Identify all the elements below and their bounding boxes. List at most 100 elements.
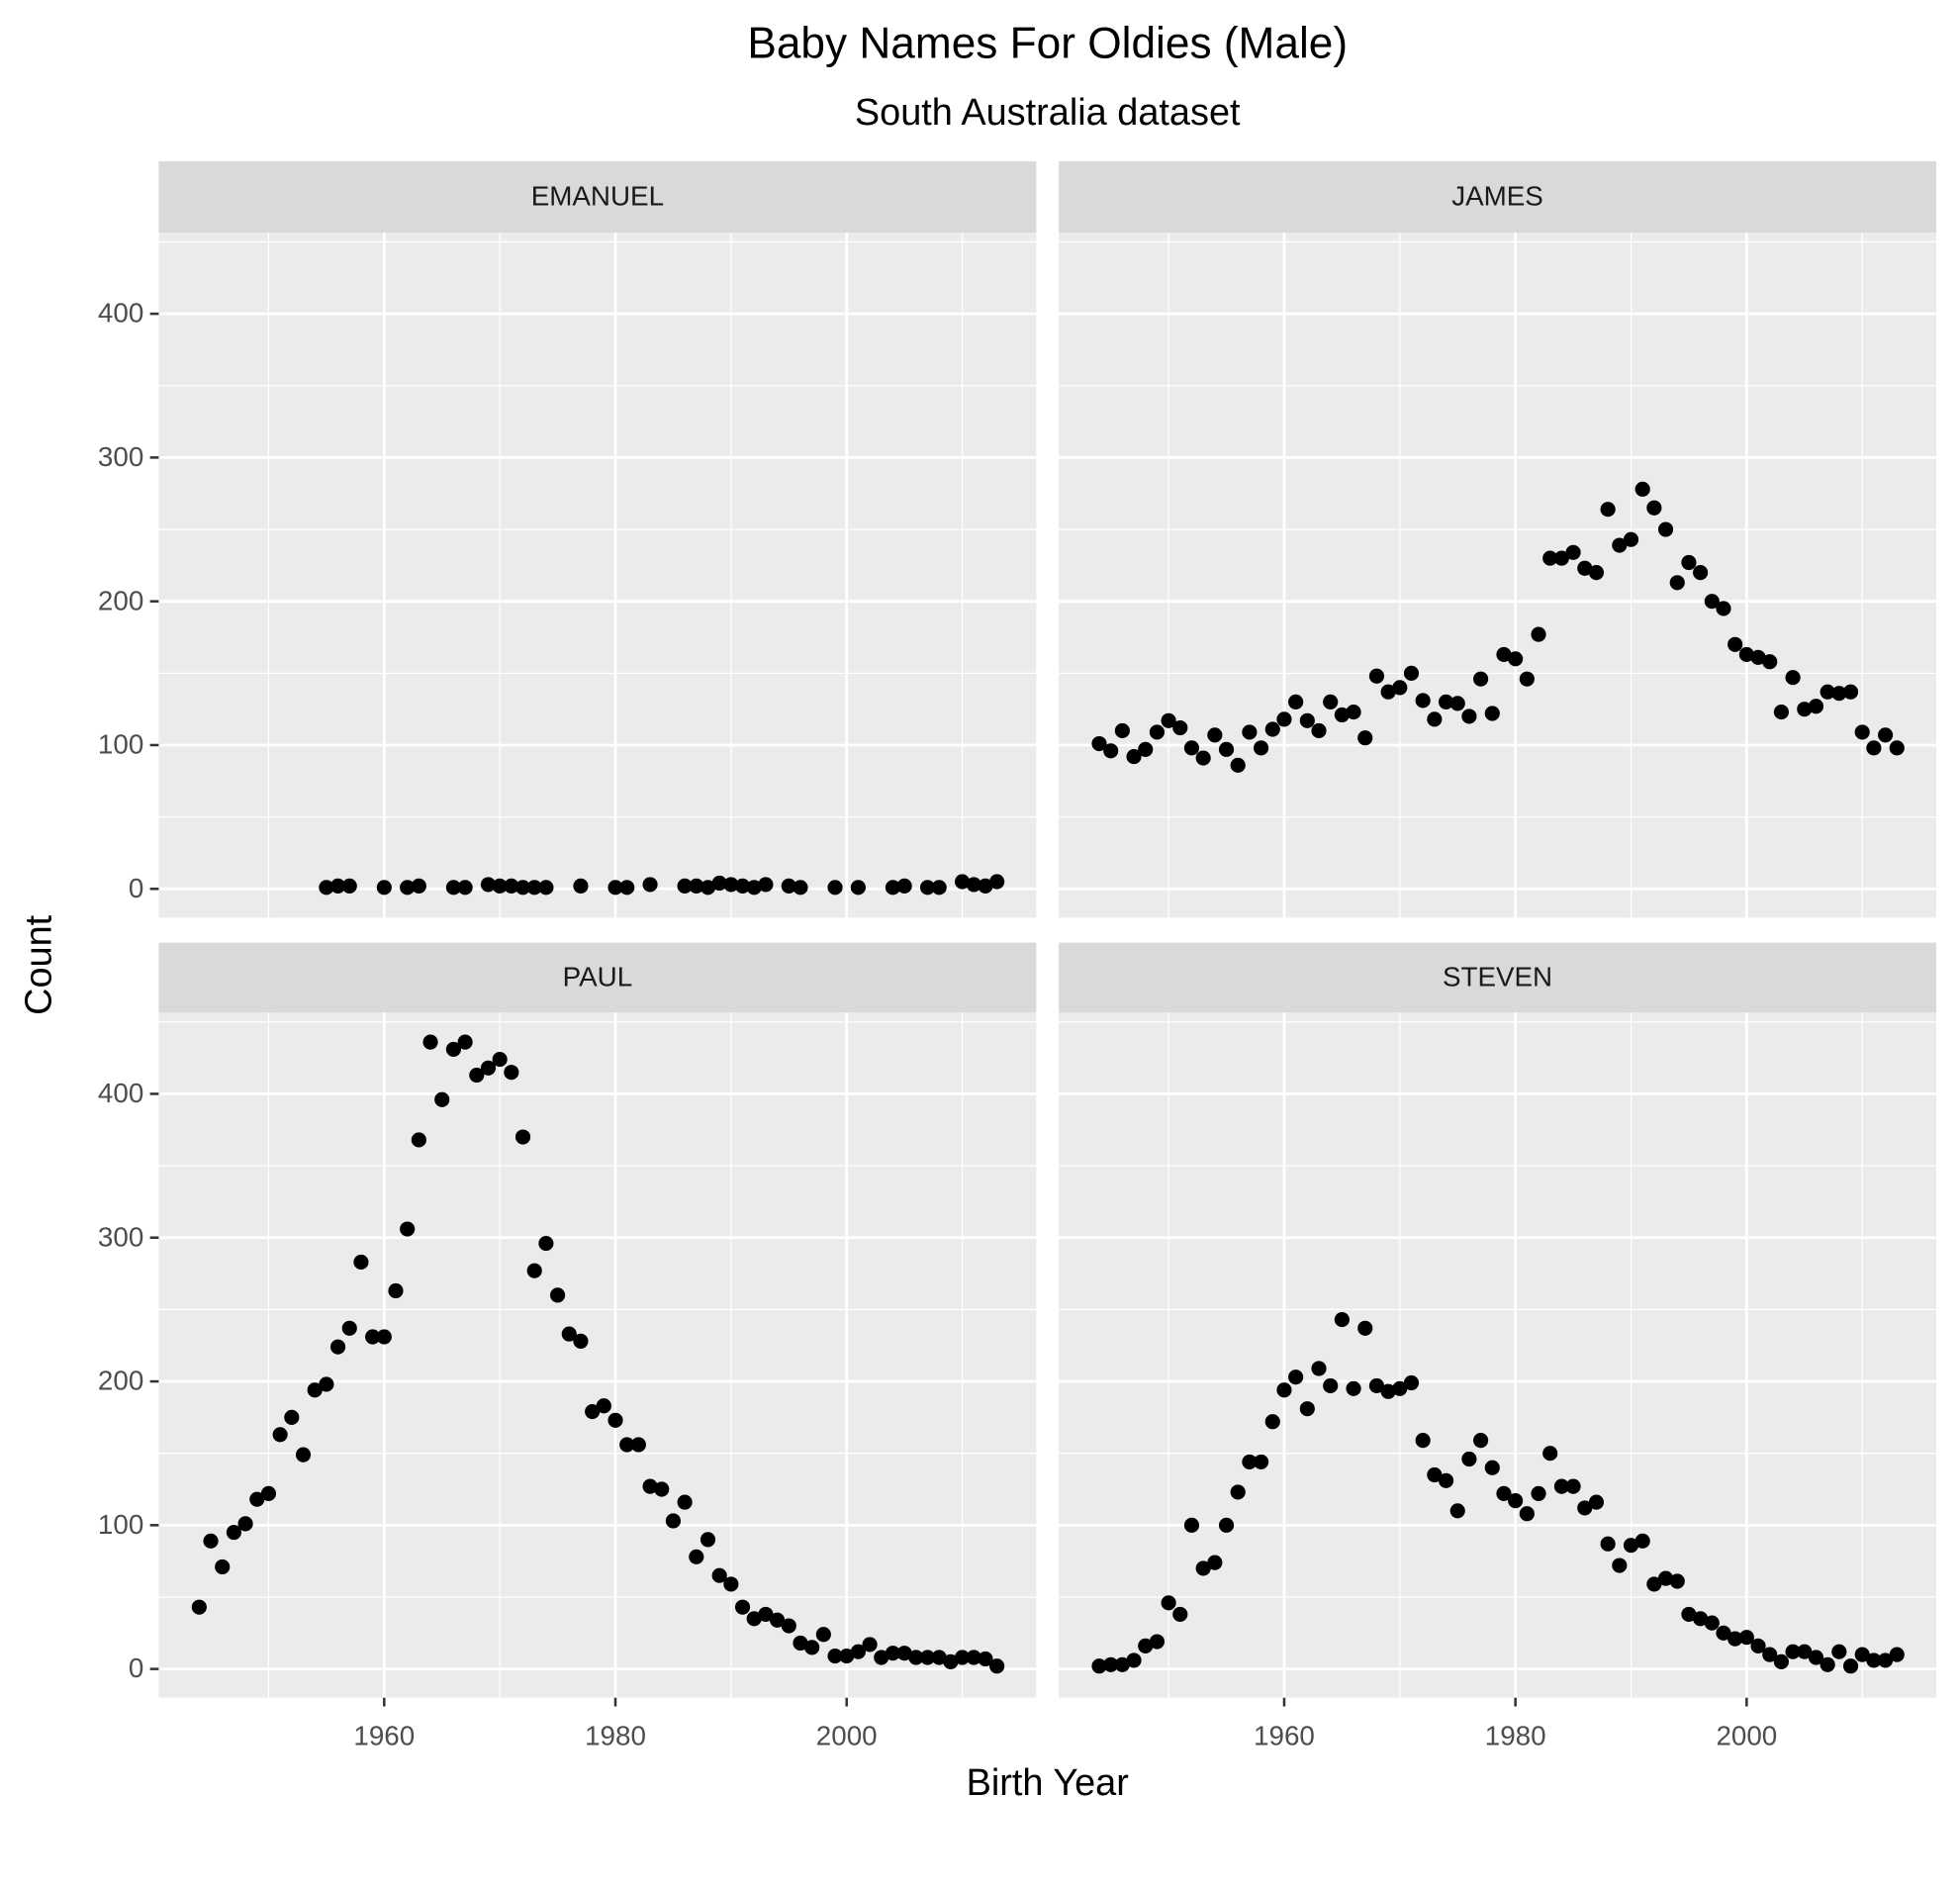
data-point — [526, 880, 542, 896]
y-tick-label: 100 — [98, 729, 143, 760]
data-point — [329, 1339, 346, 1355]
data-point — [677, 1494, 693, 1510]
data-point — [353, 1254, 369, 1271]
strip-label: STEVEN — [1443, 962, 1552, 992]
data-point — [191, 1599, 207, 1615]
data-point — [758, 877, 774, 893]
data-point — [1254, 1454, 1269, 1469]
data-point — [746, 1611, 762, 1627]
data-point — [1183, 740, 1200, 756]
data-point — [376, 880, 392, 896]
data-point — [758, 1606, 774, 1623]
data-point — [966, 877, 981, 893]
data-point — [1716, 601, 1731, 616]
y-tick-label: 200 — [98, 1366, 143, 1396]
data-point — [284, 1409, 300, 1425]
x-tick-label: 2000 — [816, 1720, 878, 1750]
strip-label: EMANUEL — [531, 181, 664, 212]
data-point — [1889, 1647, 1905, 1662]
data-point — [1785, 670, 1801, 686]
data-point — [1264, 721, 1280, 737]
data-point — [989, 874, 1005, 890]
data-point — [1519, 671, 1535, 687]
data-point — [919, 880, 936, 896]
data-point — [1299, 1401, 1315, 1417]
data-point — [319, 880, 334, 896]
y-tick-label: 100 — [98, 1509, 143, 1540]
data-point — [1323, 1377, 1339, 1393]
data-point — [215, 1558, 231, 1575]
data-point — [561, 1326, 577, 1342]
data-point — [1866, 740, 1882, 756]
strip-background — [1059, 160, 1936, 233]
data-point — [1323, 694, 1339, 709]
data-point — [1634, 481, 1650, 497]
data-point — [341, 878, 357, 894]
data-point — [538, 1235, 554, 1252]
data-point — [492, 878, 508, 894]
data-point — [1427, 1466, 1443, 1483]
data-point — [1727, 1631, 1743, 1647]
data-point — [793, 1635, 808, 1652]
data-point — [1542, 1446, 1558, 1462]
data-point — [400, 1221, 416, 1237]
data-point — [1288, 694, 1304, 709]
data-point — [1126, 749, 1142, 765]
data-point — [411, 878, 426, 894]
data-point — [1230, 757, 1246, 773]
x-tick-label: 1980 — [585, 1720, 646, 1750]
y-tick-label: 400 — [98, 298, 143, 329]
data-point — [850, 880, 866, 896]
data-point — [1264, 1414, 1280, 1430]
data-point — [445, 1041, 462, 1057]
data-point — [885, 880, 901, 896]
data-point — [1091, 735, 1107, 752]
data-point — [573, 878, 589, 894]
data-point — [1693, 565, 1709, 581]
data-point — [1103, 1656, 1119, 1672]
data-point — [954, 1650, 971, 1665]
data-point — [1762, 654, 1778, 670]
data-point — [538, 880, 554, 896]
data-point — [1727, 636, 1743, 652]
data-point — [1346, 704, 1361, 720]
data-point — [689, 878, 704, 894]
data-point — [249, 1491, 265, 1507]
y-tick-label: 300 — [98, 1221, 143, 1252]
x-axis-title: Birth Year — [967, 1762, 1129, 1804]
data-point — [931, 1650, 947, 1665]
data-point — [469, 1067, 485, 1084]
chart-title: Baby Names For Oldies (Male) — [747, 19, 1348, 67]
data-point — [457, 880, 473, 896]
data-point — [1750, 1638, 1766, 1653]
data-point — [480, 877, 497, 893]
data-point — [422, 1034, 438, 1050]
data-point — [504, 1065, 519, 1081]
data-point — [1288, 1370, 1304, 1385]
data-point — [1473, 671, 1489, 687]
data-point — [1785, 1644, 1801, 1659]
data-point — [514, 880, 531, 896]
data-point — [1438, 694, 1454, 709]
data-point — [1449, 696, 1465, 711]
data-point — [1588, 565, 1605, 581]
data-point — [492, 1051, 508, 1068]
data-point — [1091, 1658, 1107, 1674]
data-point — [1820, 684, 1835, 700]
data-point — [1508, 651, 1524, 667]
strip-background — [1059, 942, 1936, 1013]
data-point — [827, 1648, 843, 1664]
data-point — [931, 880, 947, 896]
data-point — [1138, 1638, 1154, 1653]
data-point — [874, 1650, 889, 1665]
data-point — [1531, 626, 1546, 642]
data-point — [237, 1516, 253, 1532]
data-point — [573, 1333, 589, 1349]
data-point — [1542, 550, 1558, 566]
y-tick-label: 200 — [98, 585, 143, 615]
data-point — [1254, 740, 1269, 756]
data-point — [781, 878, 796, 894]
data-point — [723, 877, 739, 893]
data-point — [1577, 1500, 1593, 1516]
data-point — [585, 1403, 601, 1420]
